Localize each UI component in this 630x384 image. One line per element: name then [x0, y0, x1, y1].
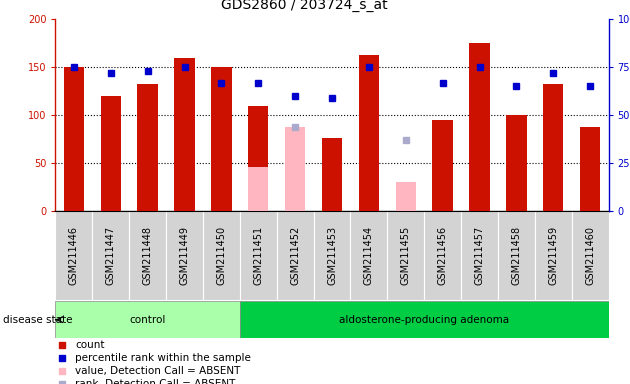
Text: GSM211457: GSM211457 [474, 226, 484, 285]
Bar [55, 301, 240, 338]
Bar [166, 211, 203, 300]
Bar [248, 106, 268, 211]
Bar [461, 211, 498, 300]
Bar [498, 211, 535, 300]
Bar [358, 55, 379, 211]
Text: control: control [129, 314, 166, 325]
Text: GSM211453: GSM211453 [327, 226, 337, 285]
Bar [248, 167, 268, 211]
Bar [277, 211, 314, 300]
Text: GSM211450: GSM211450 [216, 226, 226, 285]
Text: GDS2860 / 203724_s_at: GDS2860 / 203724_s_at [221, 0, 388, 12]
Bar [322, 138, 342, 211]
Bar [240, 211, 277, 300]
Bar [101, 96, 121, 211]
Bar [433, 120, 453, 211]
Bar [350, 211, 387, 300]
Bar [285, 127, 306, 211]
Bar [396, 182, 416, 211]
Text: GSM211455: GSM211455 [401, 226, 411, 285]
Bar [469, 43, 490, 211]
Text: disease state: disease state [3, 314, 72, 325]
Text: GSM211456: GSM211456 [438, 226, 448, 285]
Text: aldosterone-producing adenoma: aldosterone-producing adenoma [339, 314, 509, 325]
Text: GSM211460: GSM211460 [585, 226, 595, 285]
Bar [424, 211, 461, 300]
Text: GSM211451: GSM211451 [253, 226, 263, 285]
Text: GSM211447: GSM211447 [106, 226, 116, 285]
Text: value, Detection Call = ABSENT: value, Detection Call = ABSENT [76, 366, 241, 376]
Text: GSM211449: GSM211449 [180, 226, 190, 285]
Bar [571, 211, 609, 300]
Bar [137, 84, 158, 211]
Bar [507, 115, 527, 211]
Text: count: count [76, 340, 105, 350]
Text: GSM211452: GSM211452 [290, 226, 300, 285]
Bar [175, 58, 195, 211]
Bar [55, 211, 93, 300]
Bar [211, 67, 231, 211]
Bar [129, 211, 166, 300]
Text: GSM211459: GSM211459 [548, 226, 558, 285]
Text: percentile rank within the sample: percentile rank within the sample [76, 353, 251, 363]
Text: rank, Detection Call = ABSENT: rank, Detection Call = ABSENT [76, 379, 236, 384]
Bar [387, 211, 424, 300]
Text: GSM211446: GSM211446 [69, 226, 79, 285]
Text: GSM211458: GSM211458 [512, 226, 522, 285]
Bar [240, 301, 609, 338]
Text: GSM211454: GSM211454 [364, 226, 374, 285]
Bar [93, 211, 129, 300]
Bar [203, 211, 240, 300]
Text: GSM211448: GSM211448 [142, 226, 152, 285]
Bar [314, 211, 350, 300]
Bar [543, 84, 563, 211]
Bar [535, 211, 571, 300]
Bar [580, 127, 600, 211]
Bar [64, 67, 84, 211]
